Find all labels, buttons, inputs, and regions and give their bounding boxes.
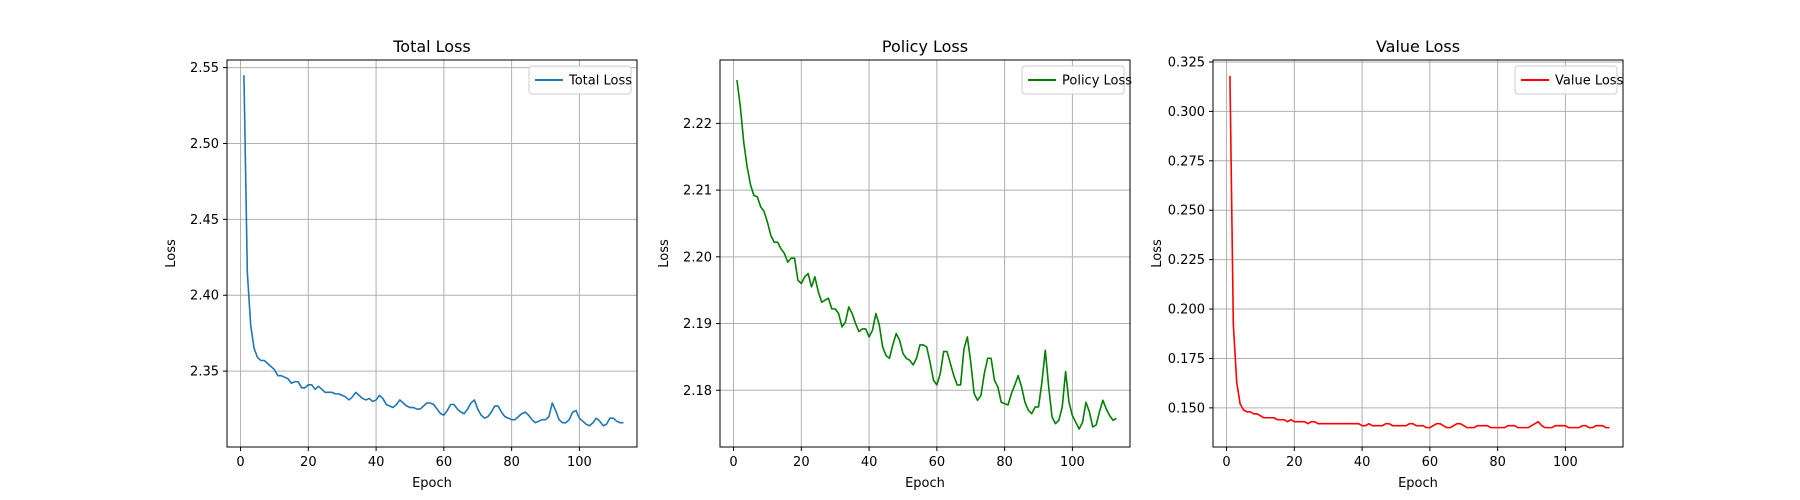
x-tick-label: 60 bbox=[436, 455, 453, 470]
legend-box bbox=[1514, 65, 1618, 95]
x-axis-label: Epoch bbox=[905, 476, 945, 491]
y-tick-label: 2.20 bbox=[683, 250, 712, 265]
x-axis-label: Epoch bbox=[1398, 476, 1438, 491]
legend-label: Total Loss bbox=[568, 74, 632, 89]
y-tick-label: 0.225 bbox=[1168, 253, 1205, 268]
y-tick-label: 2.50 bbox=[190, 137, 219, 152]
y-axis-label: Loss bbox=[1150, 239, 1165, 268]
x-tick-label: 40 bbox=[1354, 455, 1371, 470]
legend-label: Policy Loss bbox=[1062, 74, 1132, 89]
y-tick-label: 2.35 bbox=[190, 365, 219, 380]
x-tick-label: 100 bbox=[567, 455, 592, 470]
chart-title: Value Loss bbox=[1376, 37, 1460, 56]
y-tick-label: 0.250 bbox=[1168, 204, 1205, 219]
chart-panel: 0 20 40 60 80 100 0.150 0.175 0.200 0.225 0.250 0.2… bbox=[1150, 37, 1624, 491]
chart-title: Total Loss bbox=[392, 37, 471, 56]
x-tick-label: 60 bbox=[1422, 455, 1439, 470]
series-line bbox=[243, 75, 624, 427]
x-tick-label: 20 bbox=[300, 455, 317, 470]
y-tick-label: 2.19 bbox=[683, 317, 712, 332]
legend-box bbox=[528, 65, 632, 95]
y-axis-label: Loss bbox=[657, 239, 672, 268]
chart-panel: 0 20 40 60 80 100 2.35 2.40 2.45 2.50 2.55 Total Lo… bbox=[164, 37, 638, 491]
x-tick-label: 100 bbox=[1553, 455, 1578, 470]
chart-title: Policy Loss bbox=[882, 37, 968, 56]
y-tick-label: 2.55 bbox=[190, 61, 219, 76]
x-tick-label: 80 bbox=[996, 455, 1013, 470]
legend: Total Loss bbox=[528, 65, 632, 95]
y-tick-label: 0.200 bbox=[1168, 303, 1205, 318]
x-tick-label: 20 bbox=[1286, 455, 1303, 470]
y-tick-label: 2.21 bbox=[683, 184, 712, 199]
y-tick-label: 0.300 bbox=[1168, 105, 1205, 120]
y-tick-label: 0.150 bbox=[1168, 401, 1205, 416]
y-tick-label: 2.40 bbox=[190, 289, 219, 304]
y-tick-label: 0.325 bbox=[1168, 55, 1205, 70]
x-tick-label: 100 bbox=[1060, 455, 1085, 470]
x-axis-label: Epoch bbox=[412, 476, 452, 491]
legend-box bbox=[1021, 65, 1125, 95]
plot-frame bbox=[226, 59, 638, 448]
plot-frame bbox=[719, 59, 1131, 448]
series-line bbox=[1229, 75, 1610, 429]
x-tick-label: 0 bbox=[1222, 455, 1230, 470]
y-tick-label: 0.275 bbox=[1168, 154, 1205, 169]
y-tick-label: 2.18 bbox=[683, 384, 712, 399]
x-tick-label: 40 bbox=[368, 455, 385, 470]
chart-panel: 0 20 40 60 80 100 2.18 2.19 2.20 2.21 2.22 Policy L… bbox=[657, 37, 1132, 491]
y-tick-label: 2.45 bbox=[190, 213, 219, 228]
series-line bbox=[736, 79, 1117, 430]
x-tick-label: 80 bbox=[503, 455, 520, 470]
y-tick-label: 2.22 bbox=[683, 117, 712, 132]
x-tick-label: 40 bbox=[861, 455, 878, 470]
legend: Value Loss bbox=[1514, 65, 1624, 95]
x-tick-label: 80 bbox=[1489, 455, 1506, 470]
x-tick-label: 0 bbox=[729, 455, 737, 470]
plot-frame bbox=[1212, 59, 1624, 448]
x-tick-label: 60 bbox=[929, 455, 946, 470]
x-tick-label: 0 bbox=[236, 455, 244, 470]
legend-label: Value Loss bbox=[1555, 74, 1624, 89]
x-tick-label: 20 bbox=[793, 455, 810, 470]
legend: Policy Loss bbox=[1021, 65, 1132, 95]
y-tick-label: 0.175 bbox=[1168, 352, 1205, 367]
y-axis-label: Loss bbox=[164, 239, 179, 268]
